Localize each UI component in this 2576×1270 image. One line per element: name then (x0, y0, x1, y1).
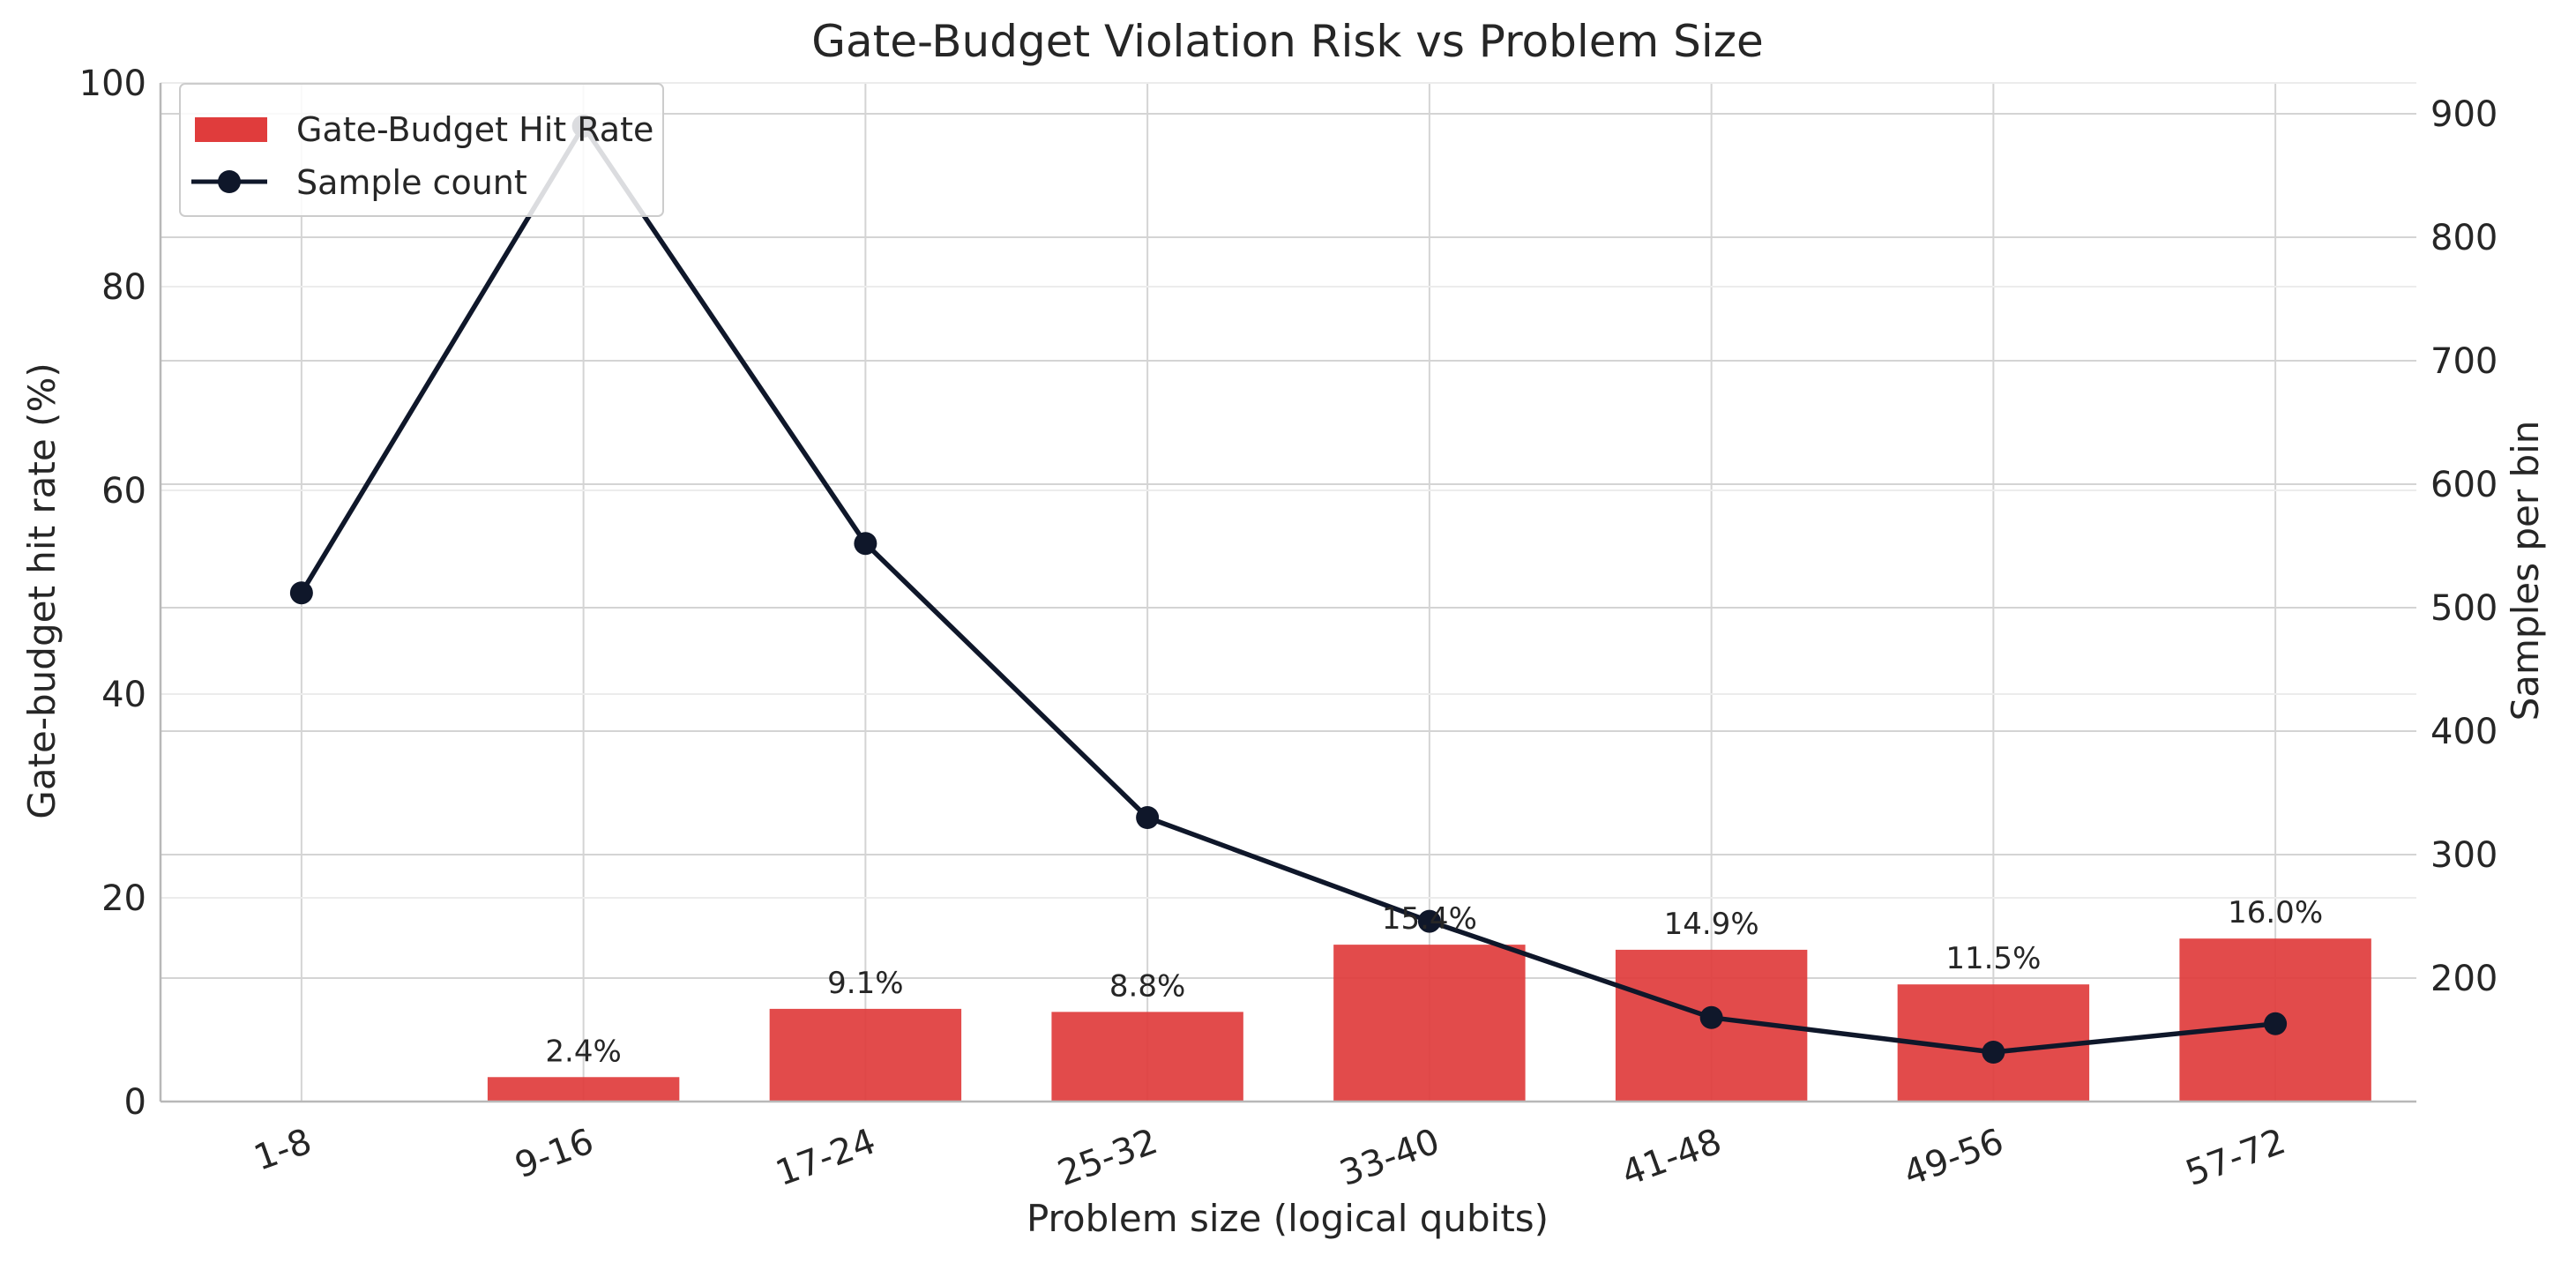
y-tick-label-left: 60 (101, 471, 146, 512)
sample-count-point-1-8 (289, 581, 313, 605)
y-tick-label-right: 600 (2430, 465, 2498, 505)
x-tick-label: 57-72 (2181, 1121, 2291, 1194)
sample-count-line (299, 123, 2276, 1055)
bar-value-label: 9.1% (827, 966, 903, 1001)
legend-line-label: Sample count (296, 163, 527, 202)
bar-value-label: 15.4% (1382, 901, 1477, 937)
chart-title: Gate-Budget Violation Risk vs Problem Si… (811, 16, 1764, 67)
y-tick-label-left: 40 (101, 675, 146, 715)
sample-count-point-17-24 (854, 532, 877, 556)
bar-17-24 (769, 1008, 962, 1102)
y-tick-label-right: 500 (2430, 588, 2498, 629)
legend-bar-label: Gate-Budget Hit Rate (296, 110, 653, 149)
x-tick-label: 17-24 (771, 1121, 881, 1194)
x-tick-label: 49-56 (1899, 1121, 2009, 1194)
y-tick-label-left: 20 (101, 878, 146, 919)
bar-9-16 (487, 1077, 680, 1102)
bar-value-label: 2.4% (545, 1034, 621, 1069)
y-axis-title-right: Samples per bin (2504, 421, 2547, 721)
sample-count-point-49-56 (1982, 1041, 2005, 1064)
x-axis-title: Problem size (logical qubits) (1027, 1197, 1549, 1240)
y-tick-label-left: 100 (79, 64, 146, 104)
grid-layer (161, 82, 2416, 1102)
x-tick-label: 1-8 (249, 1121, 317, 1179)
bar-33-40 (1333, 945, 1526, 1102)
y-tick-label-right: 200 (2430, 959, 2498, 999)
sample-count-point-25-32 (1136, 806, 1160, 829)
legend-bar-swatch (195, 117, 267, 142)
x-tick-label: 25-32 (1053, 1121, 1163, 1194)
line-layer (289, 115, 2288, 1064)
label-layer: 2.4% 9.1% 8.8% 15.4% 14.9% 11.5% 16.0% (545, 895, 2323, 1069)
y-tick-label-left: 80 (101, 267, 146, 308)
y-tick-label-right: 700 (2430, 341, 2498, 382)
y-axis-title-left: Gate-budget hit rate (%) (20, 362, 63, 818)
bar-25-32 (1051, 1012, 1243, 1102)
y-tick-label-left: 0 (124, 1082, 146, 1123)
sample-count-point-41-48 (1699, 1005, 1723, 1029)
bar-value-label: 14.9% (1664, 907, 1759, 942)
bar-value-label: 16.0% (2228, 895, 2323, 930)
bar-layer (487, 938, 2371, 1102)
sample-count-point-33-40 (1417, 909, 1441, 933)
legend: Gate-Budget Hit Rate Sample count (179, 83, 664, 217)
x-tick-label: 33-40 (1334, 1121, 1445, 1194)
y-tick-label-right: 800 (2430, 218, 2498, 258)
axis-layer: 0 20 40 60 80 100 200 300 400 500 600 700 800 900 1-8 9… (79, 64, 2498, 1194)
legend-line-marker (218, 170, 241, 193)
y-tick-label-right: 900 (2430, 94, 2498, 135)
legend-frame (179, 83, 664, 217)
x-tick-label: 41-48 (1617, 1121, 1727, 1194)
bar-value-label: 8.8% (1109, 968, 1185, 1004)
sample-count-point-57-72 (2264, 1012, 2288, 1035)
bar-value-label: 11.5% (1945, 941, 2041, 976)
x-tick-label: 9-16 (510, 1121, 599, 1186)
y-tick-label-right: 300 (2430, 835, 2498, 876)
y-tick-label-right: 400 (2430, 712, 2498, 752)
